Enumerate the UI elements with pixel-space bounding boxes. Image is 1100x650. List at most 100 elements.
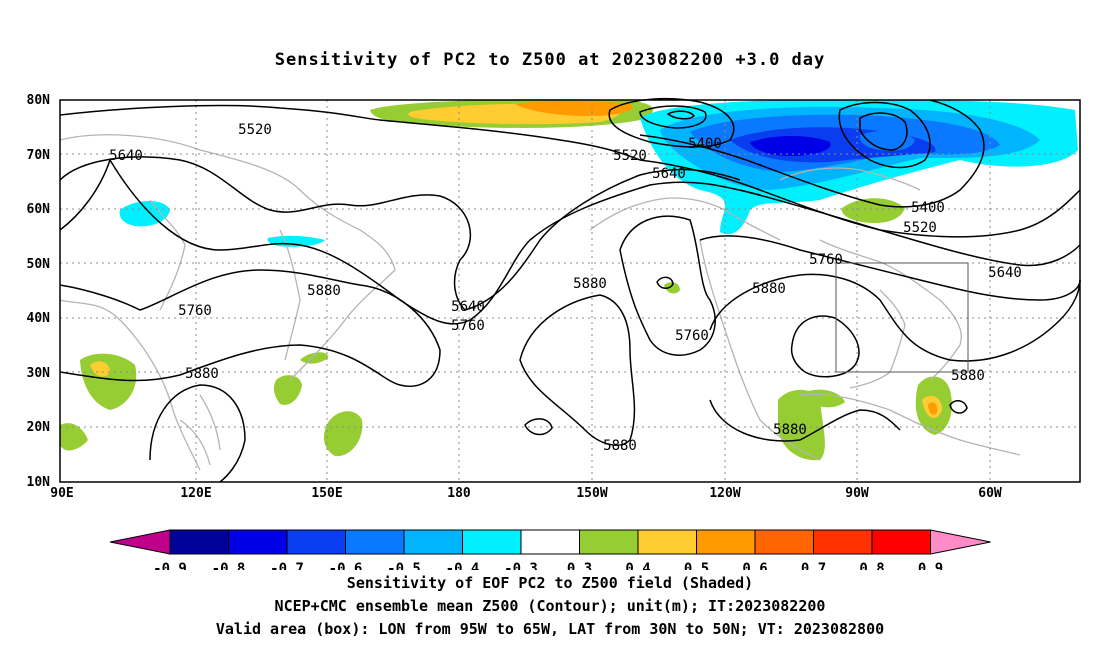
contour-label: 5760: [178, 303, 212, 319]
positive-shading-india-core: [90, 361, 110, 377]
contour-5880-west: [59, 269, 441, 387]
lon-label: 150W: [576, 486, 607, 501]
contour-5880-gulf: [709, 399, 901, 442]
contour-5760-east: [699, 235, 1081, 301]
colorbar-swatch: [403, 529, 463, 555]
positive-shading-hawaii: [664, 282, 680, 294]
colorbar-swatch: [520, 529, 580, 555]
positive-shading-pacific-3: [323, 411, 363, 457]
lon-label: 90W: [845, 486, 869, 501]
contour-5640-east: [739, 189, 1081, 267]
contour-5400-hudson: [838, 101, 931, 169]
valid-area-box: [835, 262, 969, 373]
lat-axis-labels: 80N 70N 60N 50N 40N 30N 20N 10N: [27, 93, 51, 490]
contour-label: 5520: [238, 122, 272, 138]
colorbar-tick-label: -0.8: [212, 561, 246, 570]
lon-axis-labels: 90E 120E 150E 180 150W 120W 90W 60W: [50, 486, 1002, 501]
contour-5640-west: [59, 156, 741, 311]
positive-shading-scs: [60, 423, 88, 451]
contour-label: 5640: [652, 166, 686, 182]
contour-5640-small: [656, 276, 674, 289]
contour-5520-west: [59, 104, 641, 161]
lat-label: 50N: [27, 257, 51, 272]
lat-label: 10N: [27, 475, 51, 490]
contour-5160-low: [666, 110, 695, 120]
lon-label: 120W: [709, 486, 740, 501]
contour-5880-low-2: [524, 418, 553, 436]
lon-label: 90E: [50, 486, 73, 501]
contour-5400-low: [608, 98, 735, 148]
contour-5280-hudson: [859, 112, 908, 151]
colorbar-swatch: [169, 529, 229, 555]
colorbar-tick-label: -0.5: [387, 561, 421, 570]
lat-label: 40N: [27, 311, 51, 326]
contour-label: 5520: [613, 148, 647, 164]
caption-shading: Sensitivity of EOF PC2 to Z500 field (Sh…: [346, 574, 754, 592]
lat-label: 70N: [27, 148, 51, 163]
lon-label: 60W: [978, 486, 1002, 501]
contour-label: 5880: [307, 283, 341, 299]
contour-label: 5760: [451, 318, 485, 334]
colorbar-swatch: [696, 529, 756, 555]
map-figure: 5520 5640 5520 5400 5640 5400 5520 5760 …: [27, 93, 1081, 570]
contour-5280-low: [639, 105, 707, 129]
contour-label: 5880: [951, 368, 985, 384]
contour-label: 5400: [688, 136, 722, 152]
contour-label: 5880: [603, 438, 637, 454]
contour-label: 5880: [573, 276, 607, 292]
contour-label: 5760: [809, 252, 843, 268]
contour-5880-bahamas: [949, 400, 968, 414]
colorbar-tick-label: -0.4: [446, 561, 480, 570]
negative-shading-arctic-peak: [750, 136, 831, 156]
contour-5760-pacific: [619, 215, 716, 356]
lat-label: 30N: [27, 366, 51, 381]
caption-contour: NCEP+CMC ensemble mean Z500 (Contour); u…: [274, 597, 826, 615]
contour-label-group: 5520 5640 5520 5400 5640 5400 5520 5760 …: [109, 122, 1022, 454]
contour-5880-pacific-high: [519, 294, 636, 446]
colorbar-swatch: [637, 529, 697, 555]
colorbar: -0.9 -0.8 -0.7 -0.6 -0.5 -0.4 -0.3 0.3 0.4 0.5 0.6…: [109, 529, 991, 570]
colorbar-swatch: [286, 529, 346, 555]
positive-shading-bahamas-peak: [928, 402, 938, 415]
graticule: [60, 100, 1080, 482]
negative-shading-kamchatka: [119, 201, 170, 227]
positive-shading-pacific-1: [273, 375, 302, 405]
colorbar-tick-label: -0.6: [329, 561, 363, 570]
colorbar-tick-label: 0.4: [625, 561, 650, 570]
map-title: Sensitivity of PC2 to Z500 at 2023082200…: [274, 50, 826, 70]
colorbar-swatch: [754, 529, 814, 555]
lon-label: 180: [447, 486, 471, 501]
colorbar-tick-label: 0.5: [684, 561, 709, 570]
contour-label: 5640: [109, 148, 143, 164]
positive-shading-pacific-2: [300, 352, 329, 364]
contour-5880-asia-low: [149, 384, 246, 483]
coastlines: [59, 134, 1021, 471]
map-frame: [59, 99, 1081, 483]
contour-5880-east-pacific: [709, 273, 1081, 362]
contour-label: 5880: [773, 422, 807, 438]
z500-contours: [59, 98, 1081, 483]
colorbar-swatch: [345, 529, 405, 555]
contour-5400-east: [639, 99, 985, 208]
contour-5880-high: [790, 315, 860, 378]
lat-label: 20N: [27, 420, 51, 435]
contour-label: 5760: [675, 328, 709, 344]
lon-label: 150E: [311, 486, 342, 501]
colorbar-arrow-left: [109, 529, 171, 555]
colorbar-tick-label: 0.3: [567, 561, 592, 570]
positive-shading-india: [80, 353, 137, 410]
colorbar-tick-label: -0.9: [153, 561, 187, 570]
colorbar-swatch: [462, 529, 522, 555]
colorbar-arrow-right: [930, 529, 991, 555]
contour-label: 5640: [451, 299, 485, 315]
colorbar-swatch: [228, 529, 288, 555]
colorbar-tick-label: 0.6: [742, 561, 767, 570]
positive-shading-labrador: [841, 198, 905, 224]
sensitivity-shading: [60, 99, 1078, 461]
positive-shading-gulf: [778, 389, 825, 461]
colorbar-swatch: [579, 529, 639, 555]
contour-label: 5520: [903, 220, 937, 236]
lat-label: 60N: [27, 202, 51, 217]
contour-5520-east: [639, 159, 1081, 238]
contour-5760-west: [59, 159, 761, 325]
